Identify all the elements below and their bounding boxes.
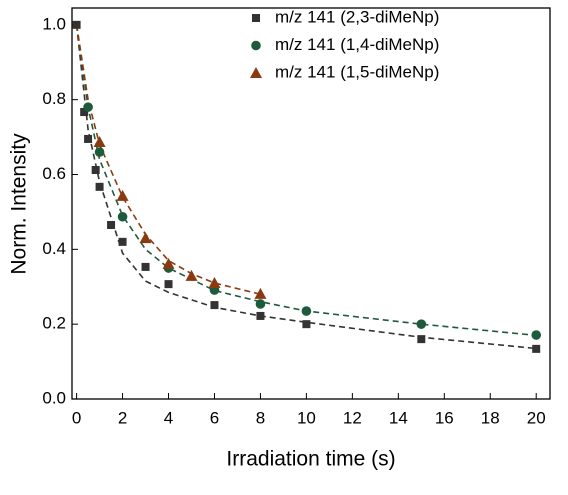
point <box>94 147 105 157</box>
y-tick-label: 1.0 <box>42 14 66 33</box>
y-tick-label: 0.2 <box>42 314 66 333</box>
x-tick-label: 18 <box>481 408 500 427</box>
x-tick-label: 8 <box>256 408 265 427</box>
x-tick-label: 12 <box>343 408 362 427</box>
fit-line <box>75 24 537 350</box>
x-tick-label: 16 <box>435 408 454 427</box>
point <box>416 319 427 329</box>
plot-frame <box>71 7 551 400</box>
point <box>95 182 104 191</box>
x-tick-label: 6 <box>210 408 219 427</box>
legend-label: m/z 141 (2,3-diMeNp) <box>275 7 439 26</box>
point <box>139 232 152 244</box>
legend-marker <box>251 40 261 51</box>
point <box>254 287 267 299</box>
point <box>117 211 128 222</box>
point <box>118 237 127 246</box>
point <box>141 262 150 271</box>
point <box>107 221 116 230</box>
x-tick-label: 2 <box>118 408 127 427</box>
point <box>531 330 542 340</box>
point <box>302 320 311 329</box>
point <box>72 20 81 29</box>
point <box>93 135 106 147</box>
point <box>208 277 221 289</box>
point <box>164 280 173 289</box>
point <box>532 344 541 353</box>
point <box>185 269 198 281</box>
y-tick-label: 0.8 <box>42 89 66 108</box>
x-tick-label: 20 <box>527 408 546 427</box>
point <box>84 134 93 143</box>
fit-line <box>75 24 261 296</box>
y-tick-label: 0.6 <box>42 164 66 183</box>
y-tick-label: 0.0 <box>42 388 66 407</box>
legend-marker <box>252 14 260 22</box>
x-axis-label: Irradiation time (s) <box>226 448 395 471</box>
x-tick-label: 10 <box>297 408 316 427</box>
point <box>210 301 219 310</box>
point <box>80 108 89 117</box>
x-tick-label: 4 <box>164 408 173 427</box>
point <box>83 102 93 112</box>
y-tick-label: 0.4 <box>42 239 66 258</box>
point <box>116 189 129 201</box>
point <box>417 335 426 344</box>
y-axis-label: Norm. Intensity <box>8 133 31 275</box>
point <box>162 257 175 269</box>
point <box>301 306 312 316</box>
legend-label: m/z 141 (1,4-diMeNp) <box>275 35 439 54</box>
x-tick-label: 14 <box>389 408 408 427</box>
x-tick-label: 0 <box>72 408 81 427</box>
legend-label: m/z 141 (1,5-diMeNp) <box>275 62 439 81</box>
fit-line <box>75 24 537 337</box>
legend-marker <box>250 67 262 78</box>
point <box>256 311 265 320</box>
point <box>255 299 266 309</box>
point <box>91 166 100 175</box>
